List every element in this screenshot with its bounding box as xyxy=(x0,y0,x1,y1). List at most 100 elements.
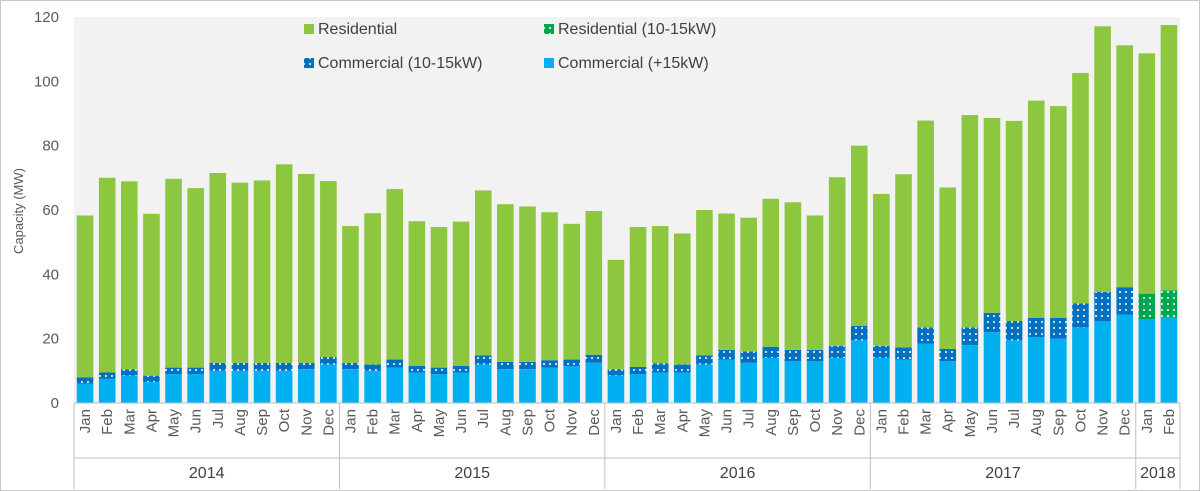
x-tick-label-43: Aug xyxy=(1028,409,1045,436)
x-tick-label-5: Jun xyxy=(188,409,205,433)
bar-segment-s3-m19 xyxy=(497,204,514,362)
bar-segment-s0-m12 xyxy=(342,369,359,403)
bar-segment-s3-m46 xyxy=(1094,26,1111,293)
bar-segment-s0-m24 xyxy=(607,375,625,403)
bar-segment-s3-m30 xyxy=(740,217,757,352)
bar-segment-s3-m16 xyxy=(430,227,448,368)
bar-segment-s1-m7 xyxy=(231,362,249,371)
bar-segment-s1-m16 xyxy=(430,367,448,375)
bar-segment-s1-m10 xyxy=(297,362,315,370)
bar-segment-s3-m9 xyxy=(275,164,293,363)
year-label-2015: 2015 xyxy=(454,465,490,482)
bar-segment-s3-m37 xyxy=(895,174,912,348)
bar-segment-s0-m10 xyxy=(297,369,315,403)
bar-segment-s1-m37 xyxy=(895,347,912,360)
bar-segment-s3-m35 xyxy=(850,145,868,326)
bar-segment-s3-m26 xyxy=(651,226,669,364)
bar-segment-s3-m43 xyxy=(1027,100,1045,318)
year-label-2018: 2018 xyxy=(1140,465,1176,482)
bar-segment-s0-m25 xyxy=(629,374,647,403)
x-tick-label-34: Nov xyxy=(829,409,846,436)
bar-segment-s0-m44 xyxy=(1050,338,1067,403)
bar-segment-s3-m14 xyxy=(386,189,404,360)
bar-segment-s1-m5 xyxy=(187,367,204,375)
bar-segment-s1-m17 xyxy=(452,366,470,373)
bar-segment-s1-m30 xyxy=(740,351,757,363)
x-tick-label-19: Aug xyxy=(497,409,514,436)
bar-segment-s1-m43 xyxy=(1027,317,1045,338)
bar-segment-s0-m43 xyxy=(1027,337,1045,403)
bar-segment-s0-m8 xyxy=(253,370,271,403)
bar-segment-s0-m2 xyxy=(121,375,138,403)
bar-segment-s0-m35 xyxy=(850,340,868,403)
bar-segment-s3-m45 xyxy=(1072,72,1089,304)
bar-segment-s1-m2 xyxy=(121,369,138,376)
year-label-2014: 2014 xyxy=(189,465,225,482)
bar-segment-s0-m14 xyxy=(386,367,404,403)
bar-segment-s1-m20 xyxy=(519,361,536,370)
bar-segment-s3-m12 xyxy=(342,226,359,363)
bar-segment-s1-m26 xyxy=(651,363,669,373)
bar-segment-s1-m39 xyxy=(939,348,957,362)
bar-segment-s3-m18 xyxy=(474,190,492,356)
bar-segment-s1-m9 xyxy=(275,362,293,371)
y-tick-label-80: 80 xyxy=(42,138,59,155)
x-tick-label-11: Dec xyxy=(320,409,337,436)
y-tick-label-100: 100 xyxy=(34,73,59,90)
x-tick-label-23: Dec xyxy=(586,409,603,436)
bar-segment-s1-m31 xyxy=(762,346,780,358)
legend-label-s3: Residential xyxy=(318,21,397,38)
bar-segment-s1-m28 xyxy=(696,355,713,365)
bar-segment-s3-m29 xyxy=(718,213,735,350)
x-tick-label-46: Nov xyxy=(1095,409,1112,436)
bar-segment-s3-m21 xyxy=(541,212,558,361)
bar-segment-s3-m48 xyxy=(1138,53,1156,294)
x-tick-label-49: Feb xyxy=(1161,409,1178,435)
bar-segment-s3-m20 xyxy=(519,206,536,362)
bar-segment-s1-m46 xyxy=(1094,292,1111,321)
bar-segment-s1-m42 xyxy=(1005,320,1023,341)
y-tick-label-60: 60 xyxy=(42,202,59,219)
bar-segment-s3-m0 xyxy=(76,215,94,378)
bars-group xyxy=(76,25,1178,404)
bar-segment-s1-m11 xyxy=(320,357,337,365)
bar-segment-s0-m42 xyxy=(1005,340,1023,403)
bar-segment-s0-m16 xyxy=(430,374,448,403)
x-tick-label-36: Jan xyxy=(873,409,890,433)
bar-segment-s0-m36 xyxy=(873,357,890,403)
bar-segment-s0-m23 xyxy=(585,362,603,403)
x-tick-label-16: May xyxy=(431,409,448,438)
bar-segment-s0-m21 xyxy=(541,367,558,403)
bar-segment-s0-m29 xyxy=(718,359,735,403)
x-tick-label-45: Oct xyxy=(1073,408,1090,432)
bar-segment-s3-m33 xyxy=(806,215,824,350)
x-tick-label-25: Feb xyxy=(630,409,647,435)
bar-segment-s0-m46 xyxy=(1094,320,1111,403)
bar-segment-s0-m33 xyxy=(806,361,824,403)
bar-segment-s0-m11 xyxy=(320,364,337,403)
bar-segment-s3-m41 xyxy=(983,118,1001,313)
x-tick-label-38: Mar xyxy=(918,409,935,435)
bar-segment-s1-m0 xyxy=(76,377,94,384)
x-tick-label-30: Jul xyxy=(741,409,758,428)
bar-segment-s1-m8 xyxy=(253,362,271,371)
bar-segment-s1-m15 xyxy=(408,366,426,373)
bar-segment-s3-m22 xyxy=(563,223,580,360)
bar-segment-s0-m48 xyxy=(1138,319,1156,403)
legend-label-s2: Residential (10-15kW) xyxy=(558,21,716,38)
bar-segment-s3-m27 xyxy=(674,233,691,365)
x-tick-label-1: Feb xyxy=(99,409,116,435)
bar-segment-s3-m11 xyxy=(320,181,337,357)
bar-segment-s0-m5 xyxy=(187,374,204,403)
bar-segment-s1-m34 xyxy=(828,345,846,358)
bar-segment-s1-m12 xyxy=(342,362,359,370)
bar-segment-s0-m7 xyxy=(231,370,249,403)
y-tick-label-20: 20 xyxy=(42,331,59,348)
bar-segment-s0-m0 xyxy=(76,383,94,403)
bar-segment-s1-m32 xyxy=(784,349,802,362)
y-tick-label-40: 40 xyxy=(42,266,59,283)
bar-segment-s1-m22 xyxy=(563,359,580,366)
bar-segment-s3-m10 xyxy=(297,173,315,363)
year-label-2016: 2016 xyxy=(720,465,756,482)
x-tick-label-15: Apr xyxy=(409,409,426,432)
